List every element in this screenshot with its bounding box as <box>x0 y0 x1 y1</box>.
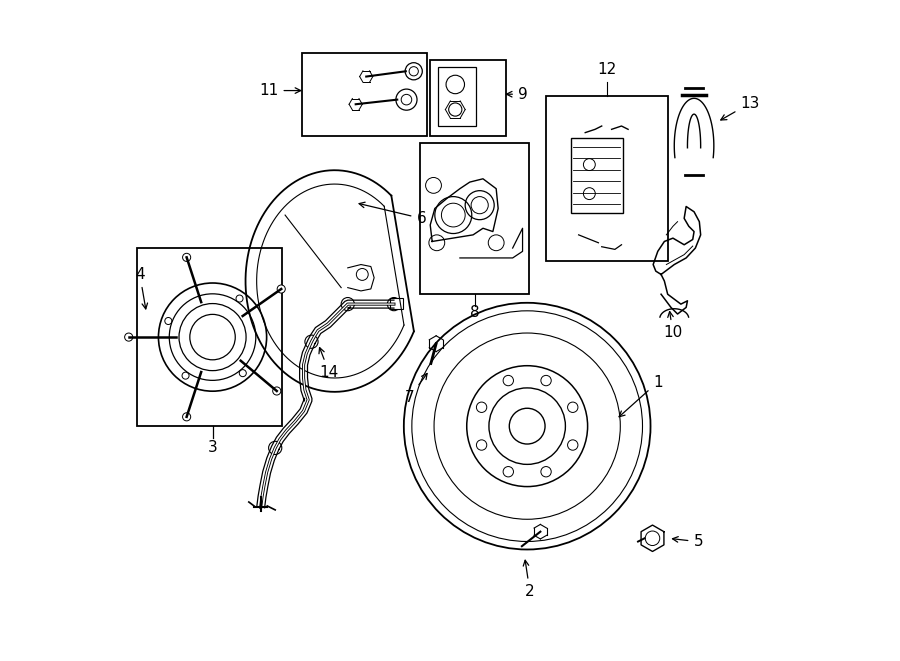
Circle shape <box>277 285 285 293</box>
Text: 8: 8 <box>470 305 480 320</box>
Text: 6: 6 <box>359 202 426 226</box>
Text: 12: 12 <box>597 62 617 77</box>
Circle shape <box>183 253 191 261</box>
Circle shape <box>183 412 191 421</box>
Text: 10: 10 <box>663 311 682 340</box>
Circle shape <box>124 333 133 341</box>
Text: 1: 1 <box>619 375 662 417</box>
Text: 2: 2 <box>523 561 535 599</box>
Text: 11: 11 <box>259 83 301 98</box>
Text: 14: 14 <box>319 348 338 379</box>
Circle shape <box>273 387 281 395</box>
Text: 13: 13 <box>721 96 760 120</box>
Text: 5: 5 <box>672 534 703 549</box>
Text: 9: 9 <box>507 87 527 102</box>
Text: 4: 4 <box>135 267 148 309</box>
FancyBboxPatch shape <box>390 298 403 309</box>
Text: 7: 7 <box>405 373 428 405</box>
Text: 3: 3 <box>208 440 218 455</box>
